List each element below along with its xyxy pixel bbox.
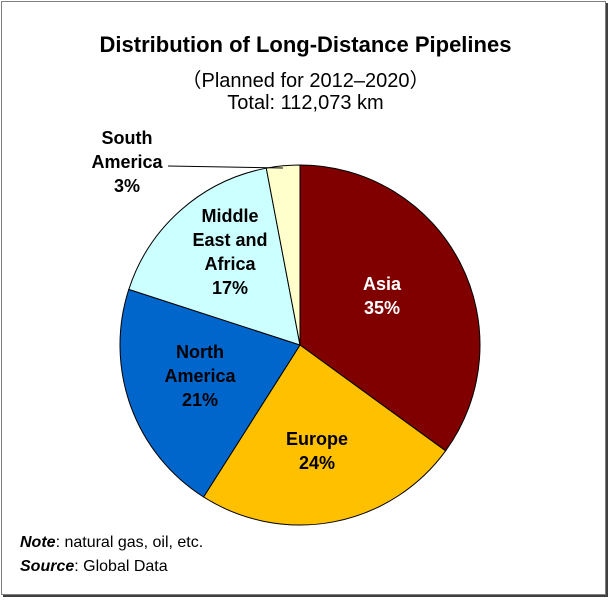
leader-line-south-america	[167, 165, 284, 169]
chart-total: Total: 112,073 km	[227, 92, 384, 114]
chart-subtitle: （Planned for 2012–2020）	[181, 70, 430, 92]
footer-note: Note: natural gas, oil, etc.	[20, 534, 203, 552]
source-label: Source	[20, 558, 75, 575]
pie-slice-asia	[299, 164, 481, 452]
data-label-europe: Europe 24%	[286, 429, 348, 473]
pie-slice-middle-east-and-africa	[128, 167, 301, 346]
source-text: : Global Data	[74, 558, 168, 575]
data-label-north-america: North America 21%	[164, 342, 236, 410]
note-text: : natural gas, oil, etc.	[55, 534, 204, 551]
pie-slice-north-america	[119, 288, 301, 498]
chart-title: Distribution of Long-Distance Pipelines	[99, 32, 512, 57]
footer-source: Source: Global Data	[20, 558, 168, 576]
data-label-middle-east-and-africa: Middle East and Africa 17%	[192, 206, 267, 298]
data-label-asia: Asia 35%	[363, 274, 402, 318]
data-label-south-america: South America 3%	[91, 128, 163, 196]
note-label: Note	[20, 534, 56, 551]
pie-slice-europe	[202, 344, 447, 526]
